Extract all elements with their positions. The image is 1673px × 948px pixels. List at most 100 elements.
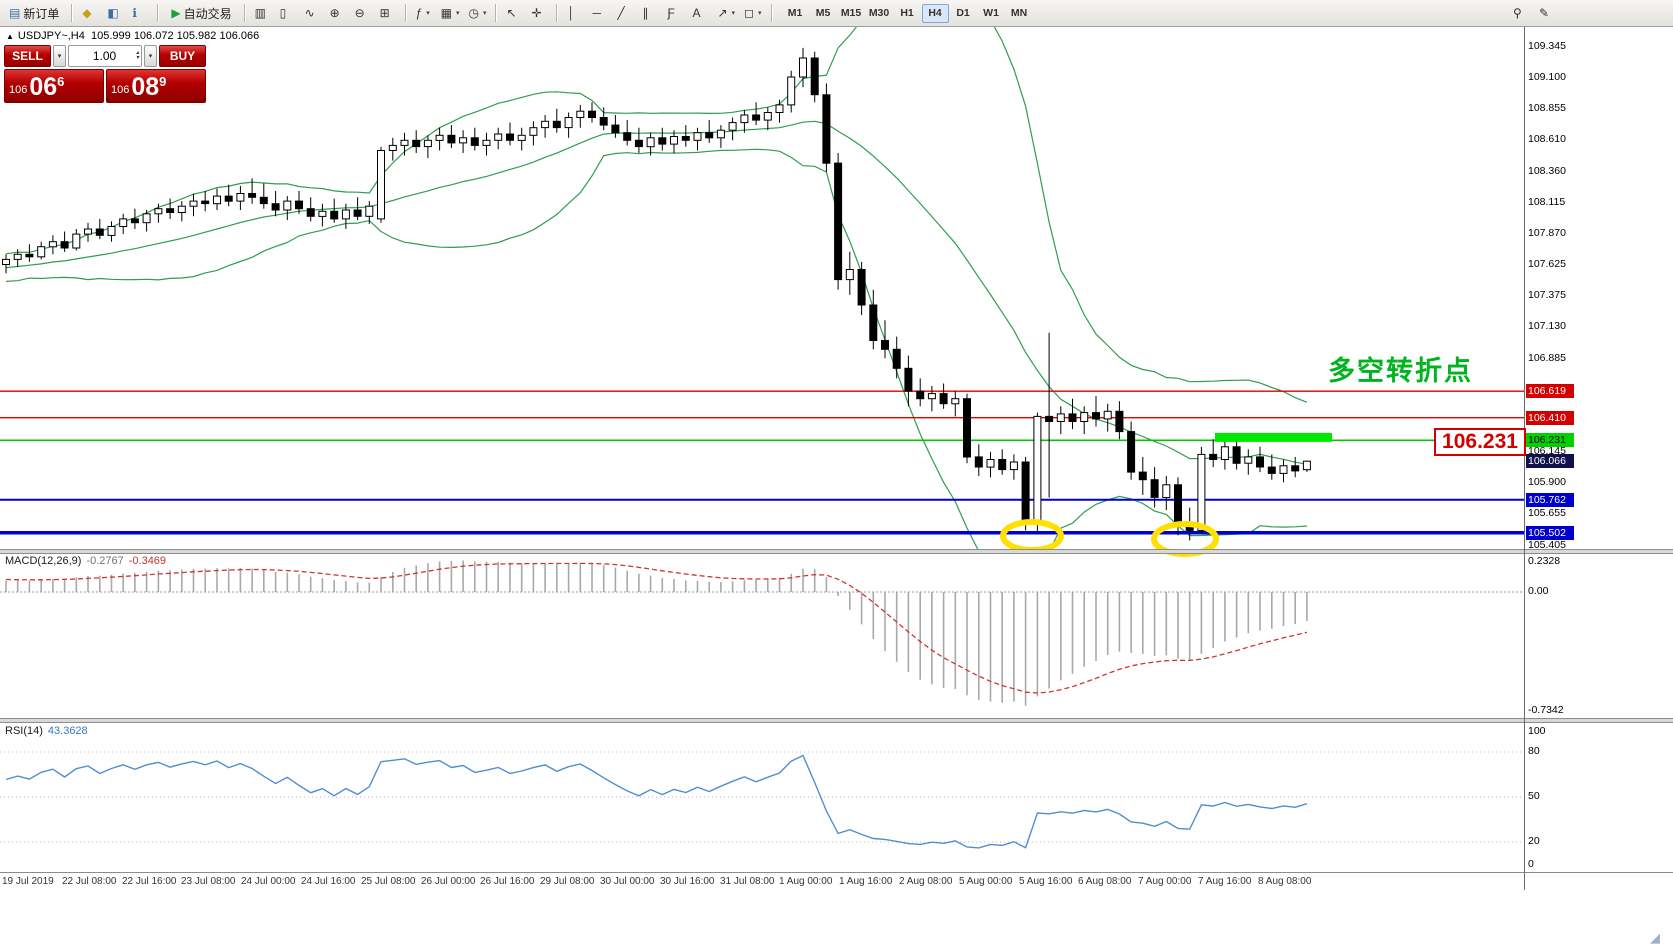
search-button[interactable]: ⚲ [1509, 3, 1533, 24]
toolbar-separator [770, 4, 773, 22]
yellow-circle-annotation[interactable] [1151, 521, 1219, 557]
timeframe-m15-button[interactable]: M15 [838, 4, 865, 23]
bar-chart-icon[interactable]: ▥ [251, 3, 275, 24]
panel-splitter-rsi[interactable] [0, 718, 1673, 723]
crosshair-icon[interactable]: ✛ [527, 3, 551, 24]
market-watch-icon[interactable]: ◆ [78, 3, 102, 24]
cursor-icon[interactable]: ↖ [502, 3, 526, 24]
data-window-icon: ℹ [132, 6, 137, 20]
timeframe-m30-button[interactable]: M30 [866, 4, 893, 23]
trendline-tool-icon[interactable]: ╱ [613, 3, 637, 24]
time-axis-label: 22 Jul 08:00 [62, 876, 117, 887]
algo-trading-button-label: 自动交易 [183, 6, 232, 21]
symbol-info-line: ▲ USDJPY~,H4 105.999 106.072 105.982 106.… [6, 30, 259, 42]
bid-pip-digit: 6 [57, 74, 65, 89]
macd-axis-label: -0.7342 [1528, 704, 1564, 716]
timeframe-h1-button[interactable]: H1 [894, 4, 921, 23]
time-axis-label: 30 Jul 00:00 [600, 876, 655, 887]
timeframe-mn-button[interactable]: MN [1006, 4, 1033, 23]
arrow-tool-icon: ↗ [717, 6, 728, 20]
time-axis-label: 5 Aug 00:00 [959, 876, 1013, 887]
dropdown-caret-icon[interactable]: ▾ [455, 10, 460, 17]
quick-edit-icon: ✎ [1539, 6, 1550, 20]
ask-price-display[interactable]: 106 08 9 [106, 69, 206, 103]
timeframe-d1-button[interactable]: D1 [950, 4, 977, 23]
volume-spinner[interactable]: ▴ ▾ [135, 50, 139, 61]
timeframe-w1-button[interactable]: W1 [978, 4, 1005, 23]
candlestick-chart-icon[interactable]: ▯ [276, 3, 300, 24]
time-axis-label: 6 Aug 08:00 [1078, 876, 1132, 887]
zoom-in-icon[interactable]: ⊕ [326, 3, 350, 24]
spin-down-icon[interactable]: ▾ [135, 55, 139, 61]
new-order-button[interactable]: ▤ 新订单 [2, 3, 66, 24]
timeframe-group: M1 M5 M15 M30 H1 H4 D1 W1 MN [782, 3, 1033, 23]
zoom-out-icon[interactable]: ⊖ [351, 3, 375, 24]
price-axis-label: 109.345 [1528, 40, 1566, 52]
sell-button[interactable]: SELL [4, 45, 51, 67]
vertical-line-tool-icon[interactable]: │ [563, 3, 587, 24]
templates-icon[interactable]: ▦ ▾ [437, 3, 464, 24]
indicators-icon[interactable]: ƒ ▾ [412, 3, 436, 24]
rsi-indicator-label: RSI(14) 43.3628 [5, 725, 88, 737]
resize-grip[interactable]: ◢ [1650, 930, 1660, 945]
timeframe-h4-button[interactable]: H4 [921, 3, 949, 23]
sell-dropdown-button[interactable]: ▾ [53, 45, 66, 67]
dropdown-caret-icon[interactable]: ▾ [758, 10, 762, 17]
volume-value[interactable]: 1.00 [92, 49, 117, 63]
buy-button[interactable]: BUY [159, 45, 206, 67]
price-axis-label: 105.405 [1528, 539, 1566, 551]
time-axis-label: 24 Jul 00:00 [241, 876, 296, 887]
symbol-title: USDJPY~,H4 [17, 30, 85, 42]
horizontal-line-tool-icon[interactable]: ─ [588, 3, 612, 24]
dropdown-caret-icon[interactable]: ▾ [426, 10, 430, 17]
shapes-tool-icon[interactable]: ◻ ▾ [740, 3, 765, 24]
buy-dropdown-button[interactable]: ▾ [144, 45, 157, 67]
spin-up-icon[interactable]: ▴ [135, 50, 139, 56]
dropdown-caret-icon[interactable]: ▾ [731, 10, 736, 17]
data-window-icon[interactable]: ℹ [128, 3, 152, 24]
arrow-tool-icon[interactable]: ↗ ▾ [713, 3, 739, 24]
tile-windows-icon[interactable]: ⊞ [376, 3, 400, 24]
line-chart-icon: ∿ [304, 6, 315, 20]
chart-canvas[interactable] [0, 27, 1673, 890]
timeframe-m1-button[interactable]: M1 [782, 4, 809, 23]
toolbar-separator [71, 4, 74, 22]
price-axis-badge: 105.762 [1526, 493, 1574, 507]
macd-main-value: -0.2767 [86, 555, 124, 567]
navigator-icon[interactable]: ◧ [103, 3, 127, 24]
bollinger-upper-band [5, 27, 1308, 403]
candles-layer [2, 47, 1311, 541]
text-tool-icon[interactable]: A [688, 3, 712, 24]
toolbar-separator [495, 4, 498, 22]
quick-edit-button[interactable]: ✎ [1535, 3, 1559, 24]
zoom-out-icon: ⊖ [354, 6, 365, 20]
bollinger-middle-band [5, 120, 1308, 465]
toolbar-separator [556, 4, 559, 22]
time-axis-label: 5 Aug 16:00 [1019, 876, 1073, 887]
new-order-icon: ▤ [9, 6, 21, 20]
trendline-tool-icon: ╱ [617, 6, 625, 20]
one-click-toggle-icon[interactable]: ▲ [6, 32, 14, 41]
support-resistance-lines[interactable] [0, 390, 1524, 535]
price-callout-box[interactable]: 106.231 [1434, 428, 1526, 456]
fibonacci-tool-icon[interactable]: Ƒ [663, 3, 687, 24]
price-axis-badge: 106.066 [1526, 454, 1574, 468]
bid-prefix: 106 [9, 84, 28, 96]
turning-point-annotation[interactable]: 多空转折点 [1328, 356, 1473, 386]
channel-tool-icon[interactable]: ∥ [638, 3, 662, 24]
green-highlight-bar[interactable] [1215, 432, 1332, 442]
macd-name: MACD(12,26,9) [5, 555, 82, 567]
rsi-axis-label: 100 [1528, 725, 1546, 737]
period-clock-icon[interactable]: ◷ ▾ [464, 3, 490, 24]
rsi-panel [0, 751, 1524, 849]
bid-price-display[interactable]: 106 06 6 [4, 69, 104, 103]
panel-splitter-macd[interactable] [0, 549, 1673, 554]
volume-field[interactable]: 1.00 ▴ ▾ [68, 45, 142, 67]
price-axis-badge: 105.502 [1526, 526, 1574, 540]
line-chart-icon[interactable]: ∿ [301, 3, 325, 24]
price-axis-badge: 106.231 [1526, 433, 1574, 447]
algo-trading-button[interactable]: ▶ 自动交易 [164, 3, 238, 24]
yellow-circle-annotation[interactable] [1000, 519, 1064, 553]
timeframe-m5-button[interactable]: M5 [810, 4, 837, 23]
dropdown-caret-icon[interactable]: ▾ [482, 10, 487, 17]
